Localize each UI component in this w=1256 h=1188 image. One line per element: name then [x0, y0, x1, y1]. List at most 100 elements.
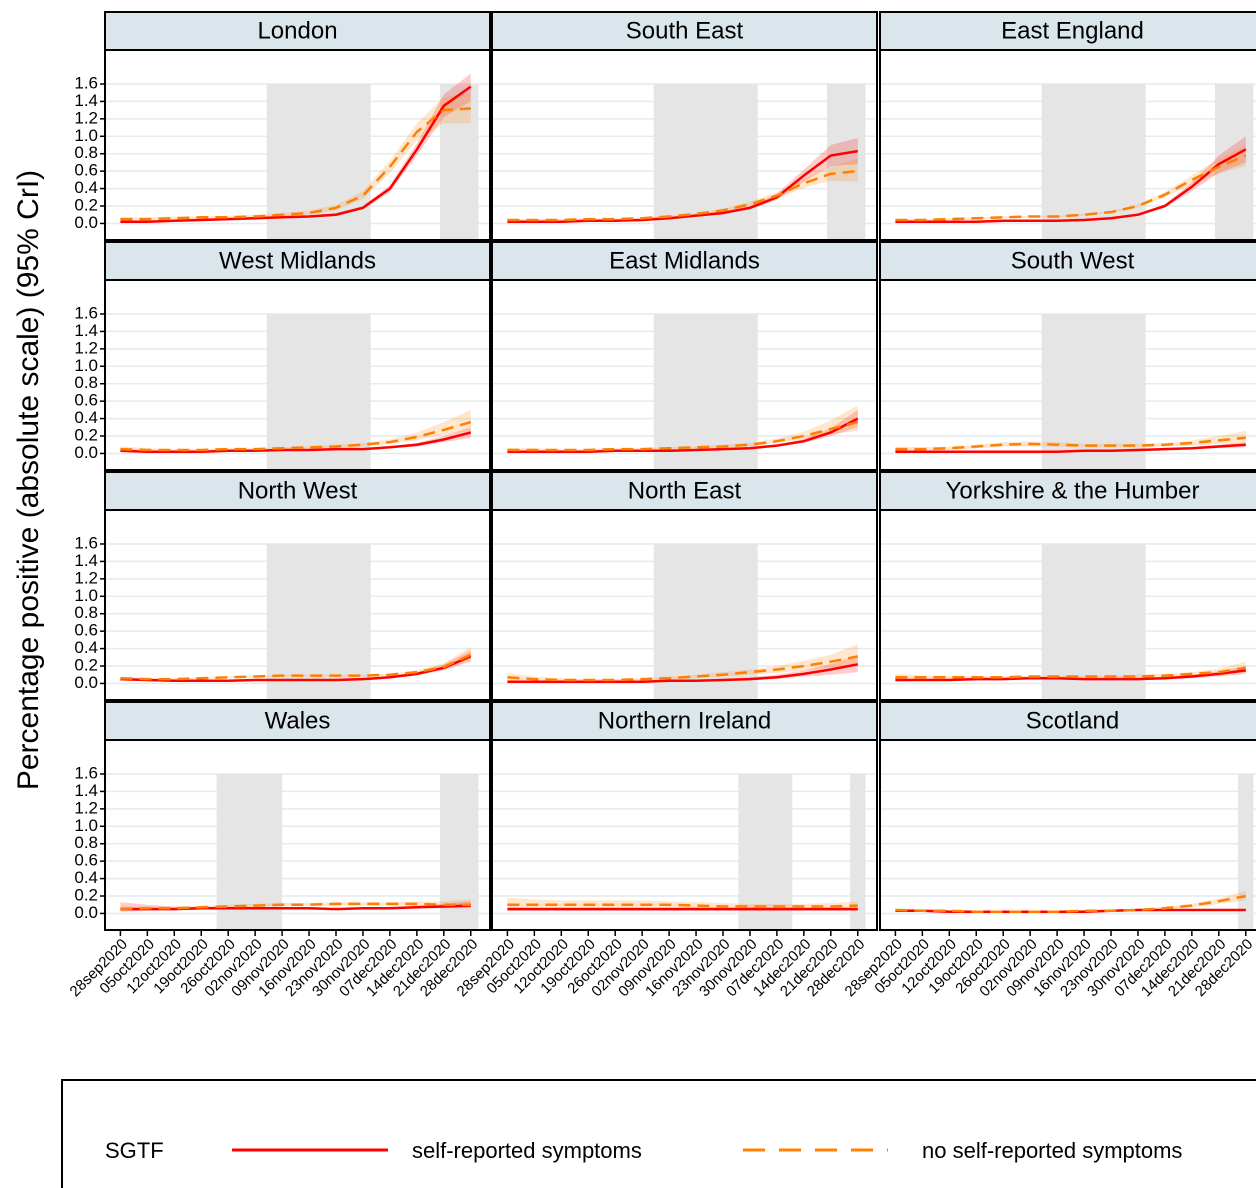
series-line: [120, 420, 472, 452]
y-tick-label: 0.8: [74, 603, 98, 622]
y-tick-label: 0.0: [74, 903, 98, 922]
y-tick-label: 1.6: [74, 73, 98, 92]
panel-title: East Midlands: [609, 247, 760, 274]
panel-title: Wales: [265, 707, 331, 734]
strip: [879, 471, 1256, 511]
y-tick-label: 1.4: [74, 91, 98, 110]
panel: [492, 510, 877, 700]
y-tick-label: 0.8: [74, 833, 98, 852]
strip: [491, 471, 878, 511]
y-tick-label: 1.0: [74, 586, 98, 605]
y-tick-label: 0.2: [74, 885, 98, 904]
panel: [880, 50, 1256, 240]
panel: [880, 510, 1256, 700]
strip: [491, 11, 878, 51]
y-tick-label: 1.0: [74, 816, 98, 835]
strip: [879, 701, 1256, 741]
y-tick-label: 0.6: [74, 621, 98, 640]
y-tick-label: 1.2: [74, 338, 98, 357]
series-line: [507, 420, 859, 452]
legend-label: no self-reported symptoms: [922, 1138, 1182, 1163]
y-tick-label: 1.6: [74, 763, 98, 782]
panel: [492, 50, 877, 240]
series-line: [120, 902, 471, 911]
confidence-band: [507, 138, 858, 223]
y-tick-label: 1.6: [74, 303, 98, 322]
series-line: [507, 903, 858, 908]
panel: [105, 740, 490, 930]
y-axis-label: Percentage positive (absolute scale) (95…: [12, 170, 45, 790]
series-line: [895, 894, 1247, 913]
panel: [880, 740, 1256, 930]
series-line: [120, 655, 472, 683]
panel-title: North West: [238, 477, 358, 504]
strip: [491, 241, 878, 281]
y-tick-label: 0.4: [74, 178, 98, 197]
confidence-band: [895, 661, 1246, 680]
series-line: [895, 669, 1246, 682]
shaded-period: [1041, 543, 1146, 700]
panel-title: South East: [626, 17, 744, 44]
panel-title: West Midlands: [219, 247, 376, 274]
panel-title: North East: [628, 477, 742, 504]
y-tick-label: 1.2: [74, 568, 98, 587]
confidence-band: [895, 890, 1246, 913]
panel-background: [105, 740, 490, 930]
y-tick-label: 1.4: [74, 551, 98, 570]
panel-title: East England: [1001, 17, 1144, 44]
shaded-period: [738, 773, 793, 930]
series-line: [507, 149, 859, 223]
shaded-period: [1238, 773, 1254, 930]
legend-title: SGTF: [105, 1138, 164, 1163]
strip: [491, 701, 878, 741]
series-line: [507, 663, 859, 683]
strip: [104, 11, 491, 51]
y-tick-label: 0.8: [74, 143, 98, 162]
series-line: [895, 666, 1246, 679]
panel: [105, 510, 490, 700]
confidence-band: [120, 92, 471, 221]
series-line: [895, 148, 1247, 223]
shaded-period: [266, 313, 371, 470]
panel-title: South West: [1011, 247, 1135, 274]
strip: [879, 11, 1256, 51]
legend-box: [61, 1079, 1256, 1188]
panel-title: Yorkshire & the Humber: [946, 477, 1200, 504]
panel: [492, 740, 877, 930]
series-line: [895, 436, 1246, 451]
y-tick-label: 0.0: [74, 443, 98, 462]
panel: [492, 280, 877, 470]
series-line: [895, 154, 1247, 222]
y-tick-label: 0.4: [74, 638, 98, 657]
legend-label: self-reported symptoms: [412, 1138, 642, 1163]
strip: [104, 241, 491, 281]
series-line: [507, 169, 858, 222]
panel-title: Northern Ireland: [598, 707, 771, 734]
series-line: [120, 431, 472, 453]
y-tick-label: 1.2: [74, 798, 98, 817]
y-tick-label: 0.2: [74, 425, 98, 444]
panel: [105, 50, 490, 240]
panel-title: London: [257, 17, 337, 44]
confidence-band: [507, 405, 858, 452]
series-line: [120, 85, 472, 223]
y-tick-label: 0.4: [74, 868, 98, 887]
y-tick-label: 0.6: [74, 851, 98, 870]
confidence-band: [120, 409, 471, 452]
y-tick-label: 1.4: [74, 321, 98, 340]
y-tick-label: 1.0: [74, 126, 98, 145]
y-tick-label: 0.4: [74, 408, 98, 427]
series-line: [507, 417, 859, 453]
confidence-band: [507, 644, 858, 681]
strip: [879, 241, 1256, 281]
panel-background: [492, 740, 877, 930]
shaded-period: [653, 313, 758, 470]
strip: [104, 471, 491, 511]
strip: [104, 701, 491, 741]
series-line: [120, 653, 472, 681]
y-tick-label: 0.0: [74, 673, 98, 692]
shaded-period: [826, 83, 866, 240]
shaded-period: [850, 773, 866, 930]
